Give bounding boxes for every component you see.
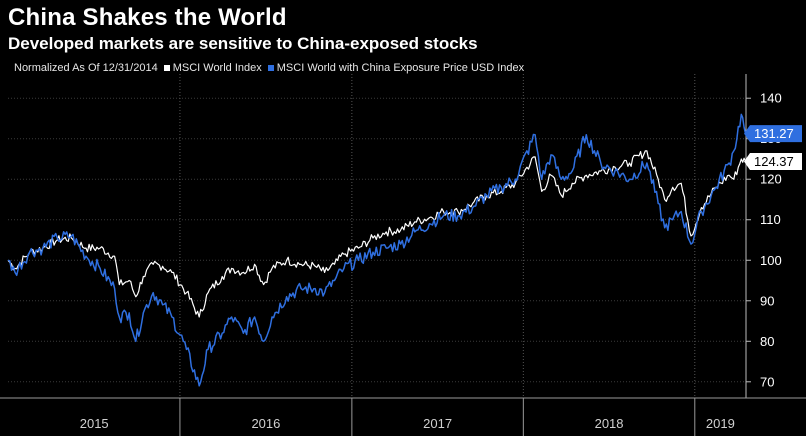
ytick-label-110: 110 bbox=[760, 212, 781, 227]
series-line-0 bbox=[7, 150, 747, 318]
ytick-label-90: 90 bbox=[760, 293, 774, 308]
legend-item-msci-world: MSCI World Index bbox=[163, 62, 262, 74]
ytick-label-120: 120 bbox=[760, 172, 782, 187]
end-labels: 124.37 131.27 bbox=[744, 125, 802, 171]
xtick-label-2019: 2019 bbox=[706, 416, 735, 431]
end-label-1: 131.27 bbox=[754, 126, 794, 141]
ytick-label-100: 100 bbox=[760, 253, 782, 268]
legend-item-msci-china: MSCI World with China Exposure Price USD… bbox=[267, 62, 525, 74]
ytick-label-70: 70 bbox=[760, 374, 774, 389]
xtick-label-2015: 2015 bbox=[80, 416, 109, 431]
legend: Normalized As Of 12/31/2014 MSCI World I… bbox=[14, 62, 524, 74]
x-axis: 2015 2016 2017 2018 2019 bbox=[0, 397, 806, 436]
series-line-1 bbox=[7, 113, 747, 387]
legend-note: Normalized As Of 12/31/2014 bbox=[14, 62, 158, 74]
legend-label-msci-world: MSCI World Index bbox=[172, 62, 262, 74]
ytick-label-140: 140 bbox=[760, 91, 782, 106]
chart-subtitle: Developed markets are sensitive to China… bbox=[8, 34, 478, 53]
xtick-label-2017: 2017 bbox=[423, 416, 452, 431]
xtick-label-2016: 2016 bbox=[251, 416, 280, 431]
y-axis: 708090100110120130140 bbox=[745, 74, 782, 398]
ytick-label-80: 80 bbox=[760, 334, 774, 349]
series-lines bbox=[7, 113, 747, 387]
legend-label-msci-china: MSCI World with China Exposure Price USD… bbox=[276, 62, 525, 74]
end-label-box-0 bbox=[744, 153, 802, 171]
end-label-box-1 bbox=[744, 125, 802, 143]
legend-swatch-msci-world bbox=[163, 65, 170, 71]
chart-title: China Shakes the World bbox=[8, 4, 287, 31]
xtick-label-2018: 2018 bbox=[595, 416, 624, 431]
end-label-0: 124.37 bbox=[754, 154, 794, 169]
legend-swatch-msci-china bbox=[267, 65, 274, 71]
